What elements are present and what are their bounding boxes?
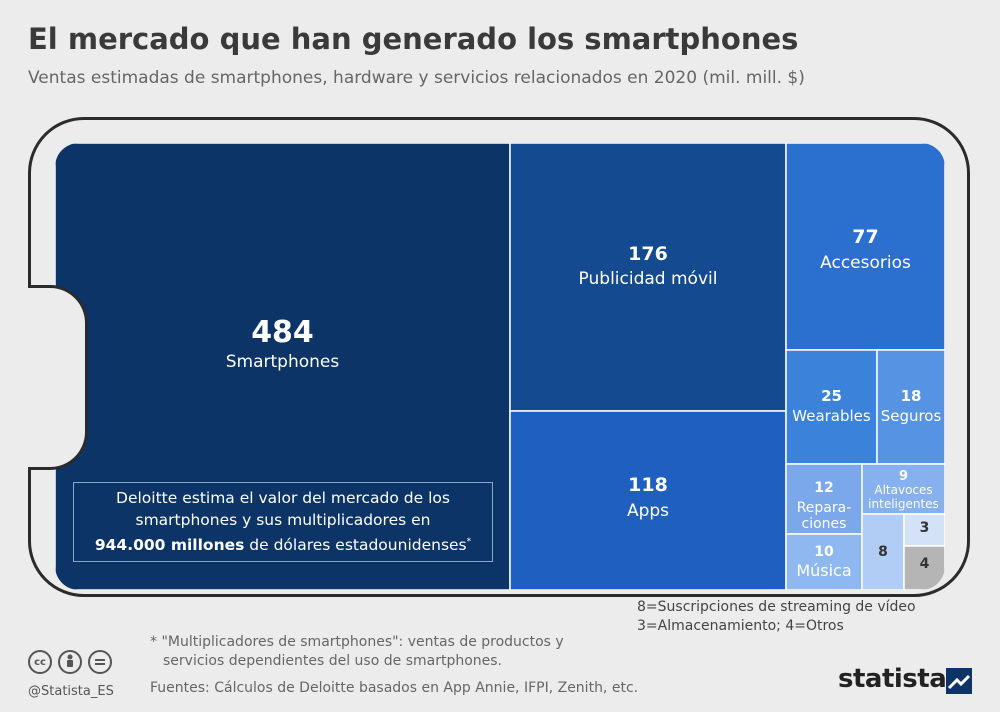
phone-screen: 484 Smartphones 176 Publicidad móvil 118 Apps… (55, 143, 945, 590)
treemap-cell-otros[interactable] (903, 545, 945, 590)
license-icons[interactable]: cc (28, 650, 112, 674)
category-label-repara-ciones: Repara-ciones (797, 500, 852, 532)
treemap-cell-musica[interactable] (785, 533, 863, 590)
category-label-altavoces-inteligentes: Altavoces inteligentes (868, 483, 939, 511)
legend-note-line-2: 3=Almacenamiento; 4=Otros (637, 618, 844, 634)
market-value-callout: Deloitte estima el valor del mercado de … (73, 482, 493, 562)
footnote-line-2: servicios dependientes del uso de smartp… (163, 653, 503, 669)
treemap-cell-altavoces-inteligentes[interactable] (861, 463, 945, 515)
value-label-accesorios: 77 (852, 226, 878, 248)
category-label-seguros: Seguros (881, 407, 942, 425)
statista-logo-text[interactable]: statista (838, 664, 947, 694)
sources-text: Fuentes: Cálculos de Deloitte basados en… (150, 680, 639, 696)
treemap-cell-seguros[interactable] (876, 349, 945, 465)
value-label-altavoces-inteligentes: 9 (899, 469, 908, 484)
value-label-apps: 118 (628, 474, 668, 496)
value-label-repara-ciones: 12 (814, 480, 833, 496)
treemap-cell-repara-ciones[interactable] (785, 463, 863, 535)
treemap-cell-smartphones[interactable] (55, 143, 511, 590)
footnote-line-1: * "Multiplicadores de smartphones": vent… (150, 634, 564, 650)
cc-icon[interactable]: cc (28, 650, 52, 674)
nd-icon[interactable] (88, 650, 112, 674)
chart-subtitle: Ventas estimadas de smartphones, hardwar… (28, 68, 805, 88)
callout-line-2: smartphones y sus multiplicadores en (135, 511, 431, 529)
social-handle[interactable]: @Statista_ES (28, 684, 114, 699)
by-icon[interactable] (58, 650, 82, 674)
category-label-accesorios: Accesorios (820, 253, 911, 273)
category-label-musica: Música (796, 561, 851, 580)
value-label-smartphones: 484 (251, 315, 314, 350)
treemap-cell-publicidad-movil[interactable] (509, 143, 787, 412)
category-label-smartphones: Smartphones (226, 352, 340, 372)
value-label-wearables: 25 (821, 387, 842, 405)
treemap-cell-apps[interactable] (509, 410, 787, 590)
legend-note: 8=Suscripciones de streaming de vídeo 3=… (637, 598, 916, 636)
value-label-suscripciones-de-streaming-de-video: 8 (878, 544, 888, 560)
value-label-otros: 4 (920, 556, 930, 572)
category-label-publicidad-movil: Publicidad móvil (579, 269, 718, 289)
callout-line-3: 944.000 millones de dólares estadouniden… (74, 531, 492, 556)
footnote: * "Multiplicadores de smartphones": vent… (150, 633, 564, 671)
category-label-apps: Apps (627, 501, 669, 521)
callout-bold-value: 944.000 millones (94, 536, 245, 555)
statista-logo-icon[interactable] (946, 668, 972, 694)
value-label-musica: 10 (814, 544, 834, 560)
value-label-seguros: 18 (901, 387, 922, 405)
callout-footnote-mark: * (466, 537, 472, 547)
legend-note-line-1: 8=Suscripciones de streaming de vídeo (637, 599, 916, 615)
callout-line-1: Deloitte estima el valor del mercado de … (116, 489, 450, 507)
value-label-publicidad-movil: 176 (628, 243, 668, 265)
callout-line-3-rest: de dólares estadounidenses (244, 536, 467, 555)
chart-title: El mercado que han generado los smartpho… (28, 22, 799, 56)
treemap-cell-wearables[interactable] (785, 349, 878, 465)
phone-notch (28, 285, 88, 470)
treemap-cell-almacenamiento[interactable] (903, 513, 945, 547)
value-label-almacenamiento: 3 (920, 520, 930, 536)
category-label-wearables: Wearables (792, 407, 871, 425)
